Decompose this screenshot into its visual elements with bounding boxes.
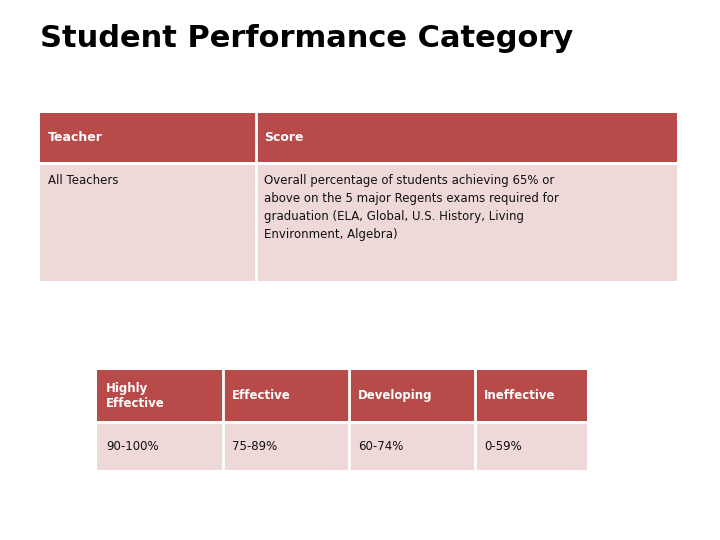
- Text: Developing: Developing: [358, 389, 432, 402]
- FancyBboxPatch shape: [40, 113, 677, 162]
- Text: 90-100%: 90-100%: [106, 440, 158, 454]
- Text: Highly
Effective: Highly Effective: [106, 382, 165, 409]
- Text: Ineffective: Ineffective: [484, 389, 555, 402]
- Text: Student Performance Category: Student Performance Category: [40, 24, 573, 53]
- Text: 75-89%: 75-89%: [232, 440, 277, 454]
- FancyBboxPatch shape: [40, 165, 677, 281]
- Text: All Teachers: All Teachers: [48, 174, 119, 187]
- FancyBboxPatch shape: [97, 370, 587, 421]
- Text: 0-59%: 0-59%: [484, 440, 521, 454]
- Text: Score: Score: [264, 131, 304, 144]
- Text: Effective: Effective: [232, 389, 291, 402]
- FancyBboxPatch shape: [97, 424, 587, 470]
- Text: Overall percentage of students achieving 65% or
above on the 5 major Regents exa: Overall percentage of students achieving…: [264, 174, 559, 241]
- Text: 60-74%: 60-74%: [358, 440, 403, 454]
- Text: Teacher: Teacher: [48, 131, 103, 144]
